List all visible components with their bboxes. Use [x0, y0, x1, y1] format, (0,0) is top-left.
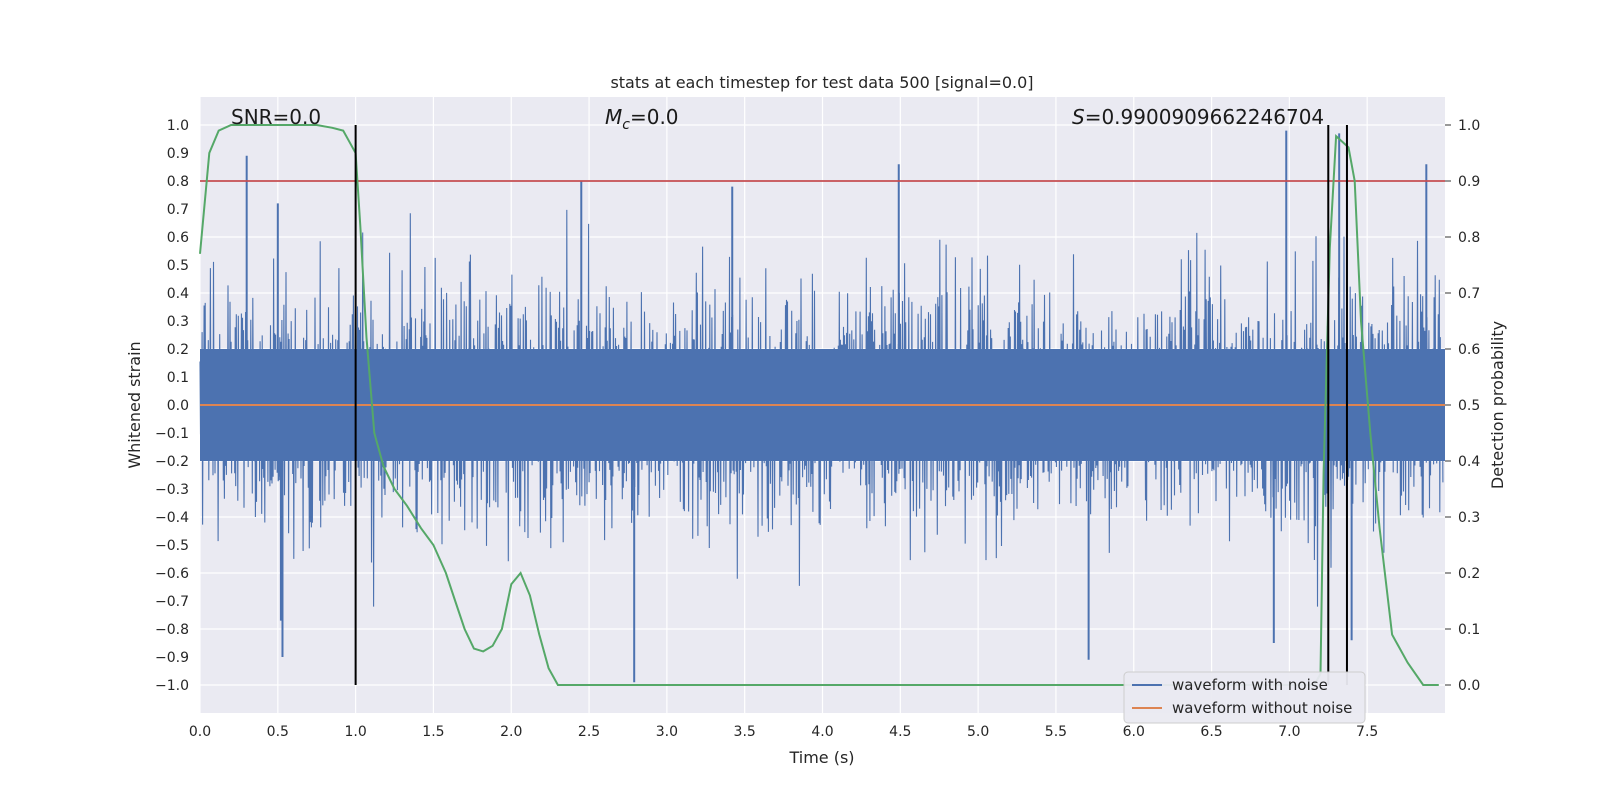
y-tick-label: 0.2: [167, 342, 189, 358]
mc-subscript: c: [622, 117, 630, 133]
overlay-lines: [199, 124, 1445, 686]
x-tick-label: 6.0: [1123, 724, 1145, 740]
s-value: =0.9900909662246704: [1085, 105, 1324, 129]
y-tick-label: −0.4: [155, 510, 189, 526]
y-tick-label: −0.8: [155, 622, 189, 638]
snr-annotation: SNR=0.0: [231, 105, 321, 129]
y-tick-label: 0.9: [167, 146, 189, 162]
y-tick-label: −1.0: [155, 678, 189, 694]
y2-tick-label: 0.2: [1458, 566, 1480, 582]
x-axis-label: Time (s): [788, 748, 854, 767]
y-tick-label: −0.2: [155, 454, 189, 470]
y-tick-label: 0.7: [167, 202, 189, 218]
y-tick-label: 0.0: [167, 398, 189, 414]
x-tick-label: 0.0: [189, 724, 211, 740]
y2-tick-label: 0.6: [1458, 342, 1480, 358]
x-tick-label: 4.0: [811, 724, 833, 740]
y-tick-label: −0.5: [155, 538, 189, 554]
y-tick-label: −0.9: [155, 650, 189, 666]
legend-label-noise: waveform with noise: [1172, 676, 1328, 694]
legend-box: [1123, 671, 1366, 724]
y-tick-label: 0.1: [167, 370, 189, 386]
y-tick-label: 0.5: [167, 258, 189, 274]
mc-annotation: Mc=0.0: [605, 105, 679, 133]
y2-tick-label: 0.7: [1458, 286, 1480, 302]
x-tick-label: 7.0: [1278, 724, 1300, 740]
y-tick-label: −0.3: [155, 482, 189, 498]
x-tick-label: 6.5: [1200, 724, 1222, 740]
y2-tick-label: 0.1: [1458, 622, 1480, 638]
axis-ticks: 0.0 0.5 1.0 1.5 2.0 2.5 3.0 3.5 4.0 4.5 5.0 5.5 6.0 6…: [155, 118, 1480, 740]
y2-tick-label: 0.9: [1458, 174, 1480, 190]
y2-tick-label: 0.0: [1458, 678, 1480, 694]
x-tick-label: 4.5: [889, 724, 911, 740]
y2-tick-label: 1.0: [1458, 118, 1480, 134]
detection-probability-line: [199, 124, 1439, 686]
legend-label-clean: waveform without noise: [1172, 699, 1352, 717]
y-tick-label: −0.7: [155, 594, 189, 610]
y-tick-label: 1.0: [167, 118, 189, 134]
y2-tick-label: 0.3: [1458, 510, 1480, 526]
x-tick-label: 1.0: [344, 724, 366, 740]
y-tick-label: −0.1: [155, 426, 189, 442]
y-tick-label: 0.3: [167, 314, 189, 330]
y-tick-label: 0.8: [167, 174, 189, 190]
x-tick-label: 5.0: [967, 724, 989, 740]
s-annotation: S=0.9900909662246704: [1072, 105, 1324, 129]
x-tick-label: 2.0: [500, 724, 522, 740]
y2-tick-label: 0.5: [1458, 398, 1480, 414]
y-tick-label: 0.4: [167, 286, 189, 302]
y-tick-label: −0.6: [155, 566, 189, 582]
y2-tick-label: 0.8: [1458, 230, 1480, 246]
x-tick-label: 5.5: [1045, 724, 1067, 740]
mc-symbol: M: [605, 105, 622, 129]
legend: waveform with noise waveform without noi…: [1123, 671, 1366, 724]
y2-tick-label: 0.4: [1458, 454, 1480, 470]
y-tick-label: 0.6: [167, 230, 189, 246]
x-tick-label: 7.5: [1356, 724, 1378, 740]
s-symbol: S: [1072, 105, 1085, 129]
x-tick-label: 2.5: [578, 724, 600, 740]
mc-value: =0.0: [630, 105, 679, 129]
x-tick-label: 3.5: [734, 724, 756, 740]
y-axis-label: Whitened strain: [125, 341, 144, 468]
x-tick-label: 1.5: [422, 724, 444, 740]
chart-title: stats at each timestep for test data 500…: [610, 73, 1033, 92]
x-tick-label: 3.0: [656, 724, 678, 740]
x-tick-label: 0.5: [267, 724, 289, 740]
y2-axis-label: Detection probability: [1488, 321, 1507, 489]
